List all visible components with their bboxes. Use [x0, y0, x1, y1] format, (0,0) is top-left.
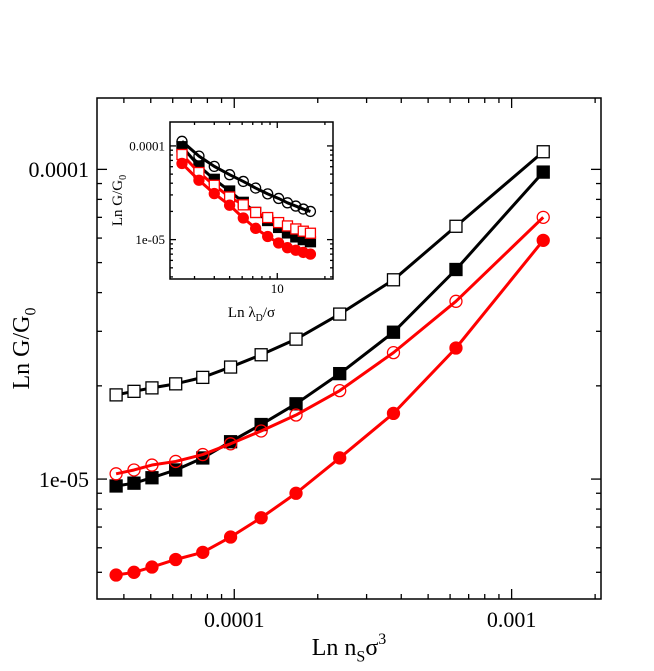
main-series-0-point: [145, 381, 159, 395]
inset-series-0-point: [249, 182, 262, 194]
inset-series-2: [176, 148, 317, 239]
main-series-0-point: [109, 388, 123, 402]
main-series-0-point: [196, 370, 210, 385]
main-series-3-point: [386, 406, 401, 421]
inset-series-3-point: [193, 174, 205, 186]
main-series-0: [109, 145, 550, 402]
inset-series-0-point: [290, 200, 302, 212]
inset-series-0-point: [223, 169, 236, 181]
main-series-2-point: [169, 454, 183, 469]
inset-series-3-point: [272, 237, 285, 249]
main-series-2-point: [333, 383, 347, 398]
main-y-tick-label: 1e-05: [39, 467, 89, 492]
inset-series-3: [176, 157, 317, 260]
inset-series-0-point: [297, 203, 309, 215]
inset-y-tick-label: 1e-05: [135, 232, 165, 247]
main-series-1-point: [449, 262, 463, 277]
main-series-3-point: [254, 511, 268, 525]
main-series-2-point: [449, 294, 463, 308]
inset-series-2-point: [262, 211, 274, 224]
main-series-2-point: [145, 458, 159, 472]
main-y-tick-label: 0.0001: [29, 157, 90, 182]
main-x-tick-label: 0.0001: [204, 607, 265, 632]
main-series-3-point: [109, 568, 123, 582]
inset-x-axis-title: Ln λD​/σ: [228, 305, 275, 324]
main-series-0-point: [127, 384, 141, 398]
main-x-tick-label: 0.001: [487, 607, 537, 632]
main-series-0-point: [169, 377, 183, 391]
main-y-axis-title: Ln G/G0​: [9, 308, 40, 390]
main-x-axis-title: Ln nS​σ3​: [312, 631, 387, 666]
main-series-0-point: [449, 219, 463, 233]
main-series-2-point: [289, 408, 303, 422]
main-series-0-point: [254, 348, 268, 362]
inset-series-3-point: [249, 222, 262, 234]
main-series-0-point: [386, 273, 401, 287]
inset-series-2-point: [237, 199, 249, 211]
main-series-3-point: [196, 545, 210, 559]
main-series-3-point: [127, 565, 141, 579]
main-series-3-point: [223, 530, 238, 544]
main-series-2-point: [223, 437, 238, 451]
inset-y-axis-title: Ln G/G0​: [110, 175, 129, 226]
inset-x-tick-label: 10: [271, 281, 284, 296]
main-series-2-point: [386, 345, 401, 360]
main-series-0-point: [333, 307, 347, 321]
inset-series-3-point: [237, 212, 249, 224]
main-series-1-point: [109, 479, 123, 493]
inset-series-0-point: [304, 205, 317, 218]
main-series-1-point: [145, 471, 159, 485]
main-series-3-point: [289, 486, 303, 500]
main-series-1-point: [127, 476, 141, 490]
main-series-2-point: [196, 447, 210, 462]
inset-ticks: [170, 122, 333, 279]
inset-series-0: [176, 135, 317, 218]
inset-series-0-point: [272, 192, 285, 205]
main-series-2-point: [127, 463, 141, 477]
inset-series-0-line: [180, 140, 311, 213]
main-series-2: [109, 210, 550, 481]
inset-series-2-point: [249, 206, 262, 219]
inset-panel: 10 1e-05 0.0001 Ln λD​/σ Ln G/G0​: [110, 121, 334, 324]
main-series-1-point: [386, 325, 401, 339]
inset-series-3-point: [223, 199, 236, 211]
main-series-3-point: [536, 233, 550, 247]
main-series-3-point: [333, 451, 347, 465]
main-ticks: [97, 98, 601, 599]
main-series-3-point: [145, 560, 159, 574]
inset-series-0-point: [262, 188, 274, 200]
main-series-1-point: [333, 366, 347, 381]
main-series-0-point: [536, 145, 550, 159]
inset-series-3-point: [176, 157, 188, 170]
main-series-2-point: [536, 210, 550, 224]
inset-series-0-point: [208, 160, 220, 173]
main-series-0-point: [289, 332, 303, 346]
inset-series-3-point: [262, 230, 274, 243]
inset-series-3-point: [304, 248, 317, 260]
main-series-2-point: [254, 424, 268, 438]
main-series-1-point: [536, 165, 550, 179]
main-series-3: [109, 233, 550, 582]
inset-series-0-point: [237, 175, 249, 188]
main-series-0-point: [223, 360, 238, 374]
main-series-1-point: [289, 397, 303, 411]
main-series-2-line: [115, 216, 545, 476]
inset-series-2-point: [304, 227, 317, 239]
inset-series-3-point: [208, 187, 220, 200]
main-series-3-point: [449, 341, 463, 355]
main-series-1: [109, 165, 550, 493]
main-series-3-point: [169, 552, 183, 567]
inset-y-tick-label: 0.0001: [129, 138, 165, 153]
main-series-2-point: [109, 467, 123, 481]
